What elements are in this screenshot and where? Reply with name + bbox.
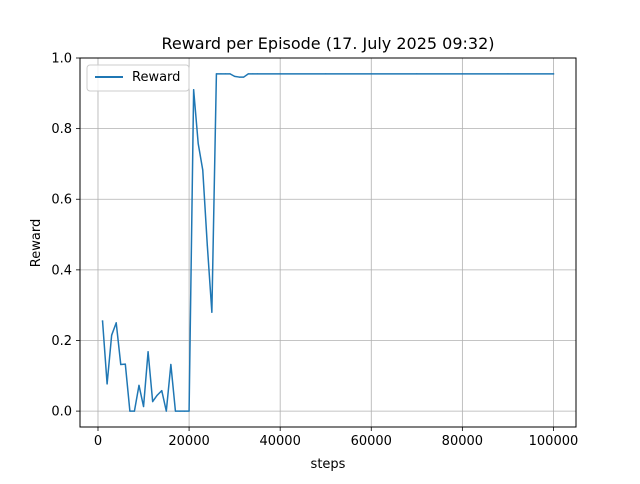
y-tick-label: 0.6 <box>51 193 72 208</box>
data-point <box>106 383 108 385</box>
data-point <box>238 76 240 78</box>
legend-label-reward: Reward <box>132 70 180 85</box>
data-point <box>325 73 327 75</box>
data-point <box>224 73 227 75</box>
x-tick-label: 80000 <box>442 434 483 449</box>
data-point <box>174 410 177 412</box>
data-point <box>552 73 555 75</box>
data-point <box>101 320 104 322</box>
data-point <box>256 73 259 75</box>
data-point <box>183 410 186 412</box>
x-tick-label: 40000 <box>259 434 300 449</box>
x-axis-label: steps <box>311 457 346 472</box>
data-point <box>188 410 190 412</box>
legend: Reward <box>86 64 190 92</box>
data-point <box>461 73 463 75</box>
data-point <box>179 410 181 412</box>
data-point <box>161 390 163 392</box>
data-point <box>124 363 126 365</box>
y-tick-label: 0.2 <box>51 334 72 349</box>
data-point <box>115 322 117 324</box>
legend-box <box>86 64 190 92</box>
y-tick-label: 1.0 <box>51 52 72 67</box>
x-tick-label: 20000 <box>168 434 209 449</box>
data-point <box>120 363 122 366</box>
data-point <box>202 169 204 171</box>
y-tick-label: 0.0 <box>51 405 72 420</box>
data-point <box>220 73 222 75</box>
data-point <box>129 410 131 412</box>
y-axis-label: Reward <box>29 219 44 267</box>
data-point <box>215 73 218 75</box>
data-point <box>170 363 172 366</box>
data-point <box>229 73 231 75</box>
data-point <box>211 311 213 313</box>
data-point <box>111 334 113 336</box>
data-point <box>197 142 199 145</box>
y-tick-label: 0.4 <box>51 263 72 278</box>
data-point <box>147 351 149 353</box>
data-point <box>507 73 509 75</box>
x-tick-label: 60000 <box>351 434 392 449</box>
x-tick-label: 100000 <box>529 434 579 449</box>
data-point <box>193 89 195 91</box>
data-point <box>206 244 208 246</box>
data-point <box>370 73 372 75</box>
data-point <box>165 410 167 412</box>
data-point <box>152 400 154 403</box>
data-point <box>133 410 136 412</box>
data-point <box>247 73 249 75</box>
data-point <box>243 76 245 78</box>
y-tick-label: 0.8 <box>51 122 72 137</box>
data-point <box>142 405 145 408</box>
data-point <box>416 73 418 75</box>
data-point <box>279 73 281 75</box>
plot-frame <box>79 57 577 428</box>
data-point <box>156 394 158 396</box>
data-point <box>138 384 140 386</box>
series-line-reward <box>101 73 555 412</box>
data-point <box>234 75 236 77</box>
chart-title: Reward per Episode (17. July 2025 09:32) <box>161 34 494 53</box>
x-tick-label: 0 <box>94 434 102 449</box>
data-point <box>252 73 254 75</box>
